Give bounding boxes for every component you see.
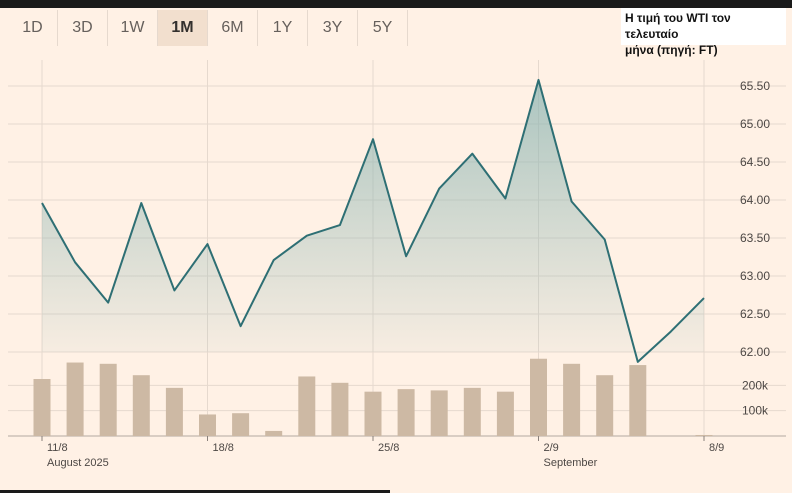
x-tick-label: 18/8: [213, 442, 234, 454]
x-tick-label: 8/9: [709, 442, 724, 454]
caption-line-1: Η τιμή του WTI τον τελευταίο: [625, 11, 731, 41]
volume-bar: [530, 358, 547, 436]
price-line-layer: [41, 78, 705, 363]
x-tick-sublabel: September: [544, 457, 598, 469]
tab-3d[interactable]: 3D: [58, 10, 108, 46]
y-axis-labels: 65.50 65.00 64.50 64.00 63.50 63.00 62.50 62.00…: [740, 79, 770, 418]
volume-bar: [232, 413, 250, 436]
volume-bar: [265, 430, 283, 436]
range-tabs: 1D 3D 1W 1M 6M 1Y 3Y 5Y: [8, 10, 408, 46]
price-area: [42, 79, 704, 362]
volume-bar: [331, 382, 349, 436]
volume-bar: [199, 414, 216, 436]
volume-bar: [99, 363, 117, 436]
volume-bar: [33, 379, 51, 436]
area-layer: [42, 79, 704, 362]
price-tick-label: 63.00: [740, 269, 770, 283]
x-tick-label: 11/8: [47, 442, 68, 454]
volume-bars: [33, 358, 713, 436]
volume-bar: [364, 391, 382, 436]
x-tick-label: 2/9: [544, 442, 559, 454]
volume-bar: [298, 376, 316, 436]
tab-1w[interactable]: 1W: [108, 10, 158, 46]
x-tick-label: 25/8: [378, 442, 399, 454]
price-tick-label: 62.00: [740, 345, 770, 359]
price-tick-label: 64.00: [740, 193, 770, 207]
tab-1m[interactable]: 1M: [158, 10, 208, 46]
tab-1y[interactable]: 1Y: [258, 10, 308, 46]
volume-bar: [496, 391, 514, 436]
price-tick-label: 63.50: [740, 231, 770, 245]
caption-line-2: μήνα (πηγή: FT): [625, 43, 718, 57]
volume-bar: [463, 387, 481, 436]
x-axis-labels: 11/8 August 2025 18/8 25/8 2/9 September 8/9: [41, 436, 724, 469]
tab-5y[interactable]: 5Y: [358, 10, 408, 46]
price-tick-label: 65.00: [740, 117, 770, 131]
top-rule: [0, 0, 792, 8]
tab-6m[interactable]: 6M: [208, 10, 258, 46]
x-tick-sublabel: August 2025: [47, 457, 109, 469]
price-line: [41, 78, 705, 363]
volume-bar: [596, 375, 614, 436]
tab-1d[interactable]: 1D: [8, 10, 58, 46]
volume-bar: [430, 390, 448, 436]
price-tick-label: 62.50: [740, 307, 770, 321]
volume-tick-label: 100k: [742, 404, 769, 418]
volume-tick-label: 200k: [742, 378, 769, 392]
volume-bar: [132, 375, 150, 436]
bottom-rule: [0, 490, 390, 493]
price-tick-label: 64.50: [740, 155, 770, 169]
volume-bar: [66, 362, 84, 436]
tab-3y[interactable]: 3Y: [308, 10, 358, 46]
volume-bar: [563, 363, 581, 436]
volume-bar: [695, 434, 713, 436]
price-tick-label: 65.50: [740, 79, 770, 93]
volume-bar: [397, 389, 415, 436]
volume-bar: [165, 387, 183, 436]
chart-caption: Η τιμή του WTI τον τελευταίο μήνα (πηγή:…: [621, 8, 786, 57]
volume-bar: [629, 365, 647, 436]
